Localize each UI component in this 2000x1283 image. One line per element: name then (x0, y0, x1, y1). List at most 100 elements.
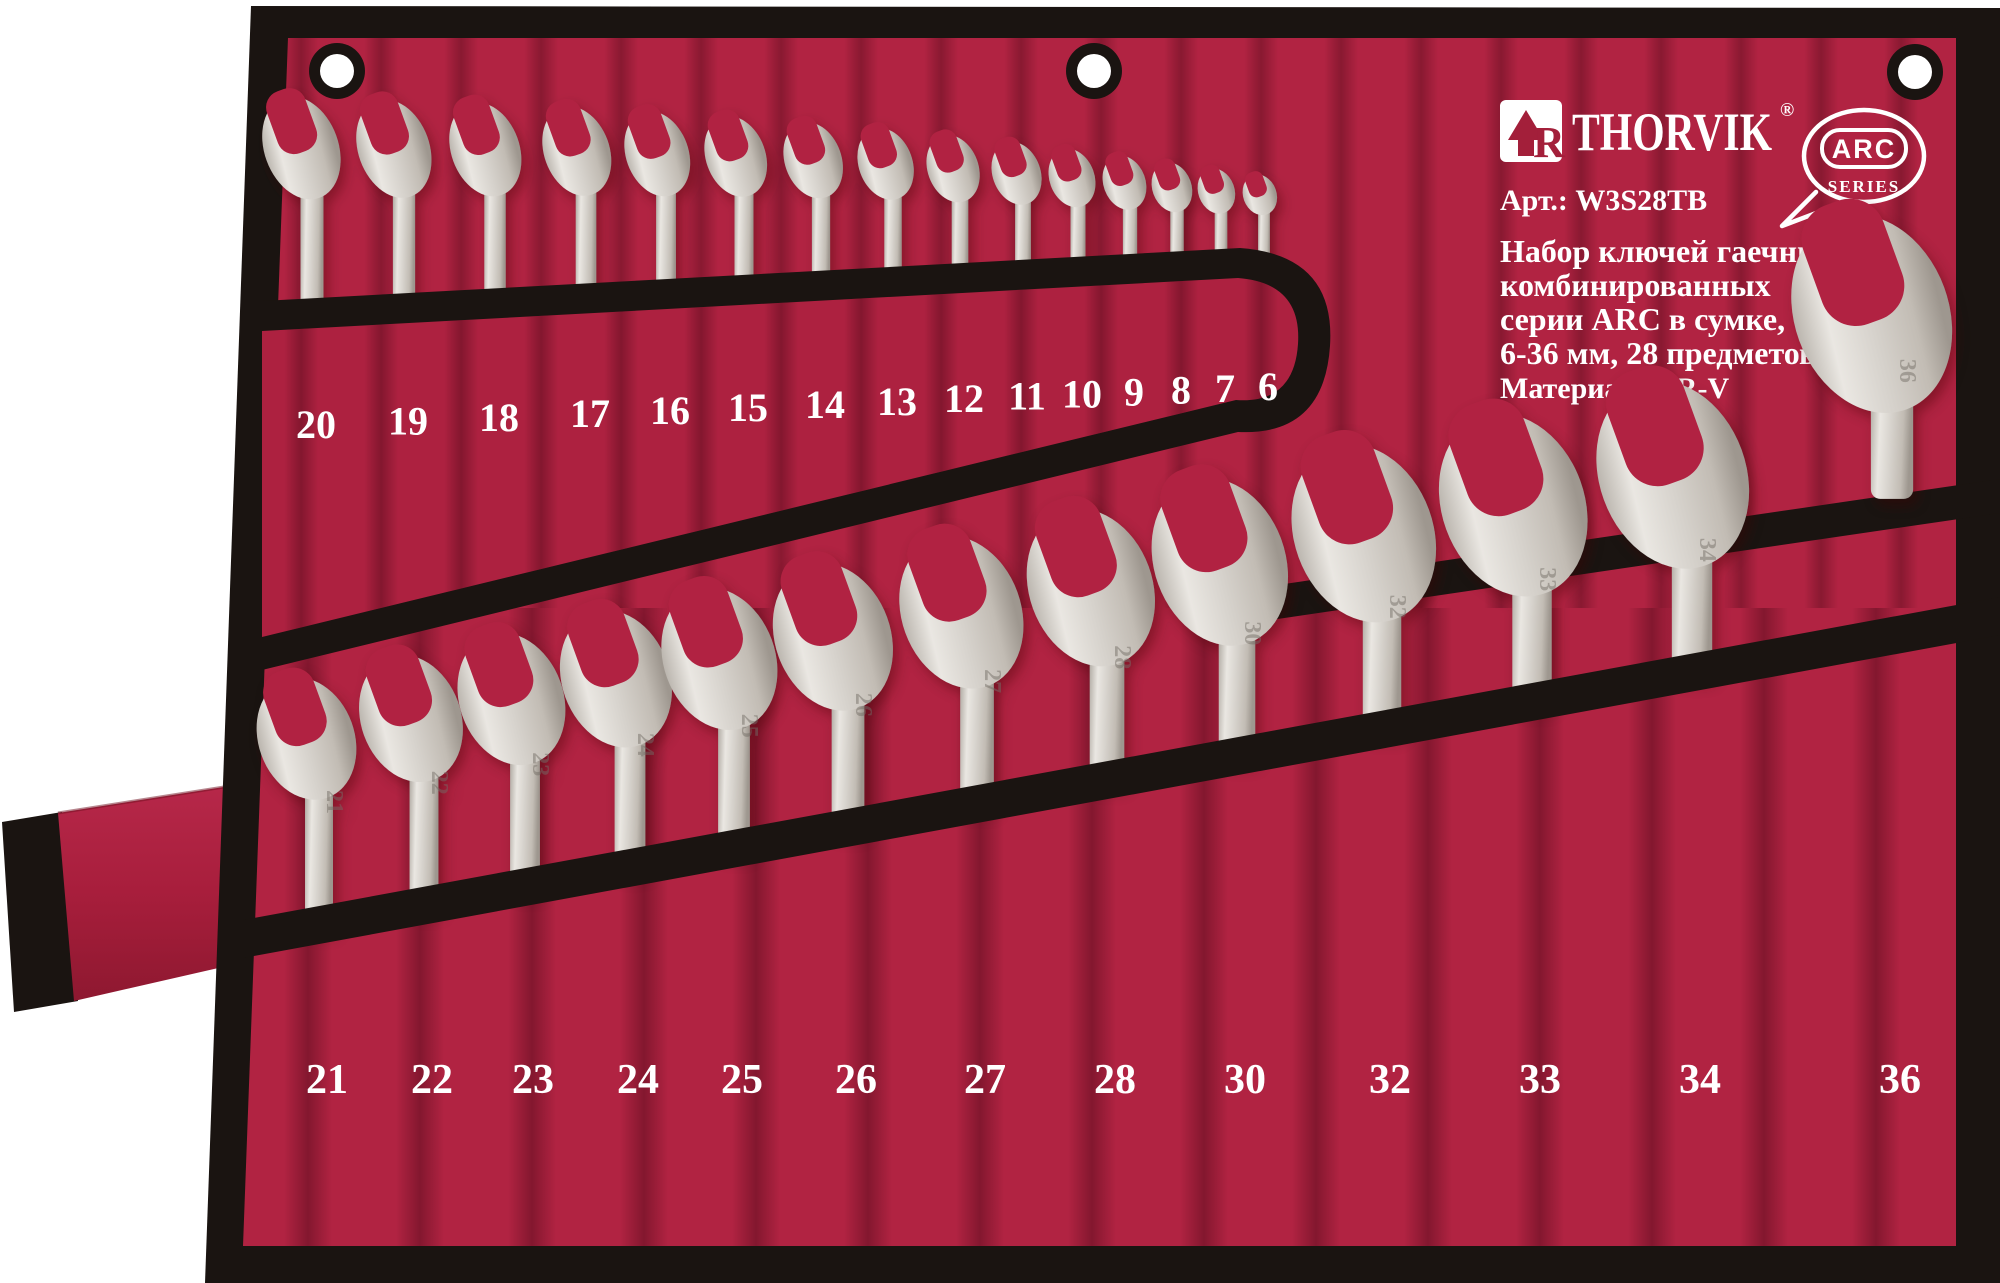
pocket-label-bottom-32: 32 (1369, 1057, 1411, 1103)
printed-header: R THORVIK ® ARC SERIES Арт.: W3S28TB Наб… (1500, 100, 1927, 405)
wrench-36: 36 (1791, 198, 1953, 499)
wrench-open-end-mouth (1154, 158, 1181, 191)
pocket-label-top-9: 9 (1124, 369, 1144, 414)
pocket-label-bottom-28: 28 (1094, 1057, 1136, 1103)
wrench-23: 23 (457, 622, 566, 893)
description-line-3: серии ARC в сумке, (1500, 301, 1785, 337)
wrench-open-end-mouth (1034, 495, 1117, 598)
strap-red-band (58, 781, 262, 1001)
large-wrenches-row: 21 22 23 24 25 26 27 28 30 32 33 34 36 (256, 198, 1953, 931)
wrench-open-end-mouth (860, 122, 898, 169)
pocket-label-top-20: 20 (296, 402, 336, 447)
top-pocket-size-labels: 20 19 18 17 16 15 14 13 12 11 10 9 8 7 6 (296, 364, 1278, 447)
wrench-32: 32 (1291, 430, 1437, 735)
wrench-open-end-mouth (359, 91, 409, 155)
pocket-label-top-8: 8 (1171, 368, 1191, 413)
pocket-label-bottom-22: 22 (411, 1057, 453, 1103)
wrench-open-end-mouth (263, 667, 327, 747)
wrench-18 (449, 94, 522, 327)
pocket-label-bottom-25: 25 (721, 1057, 763, 1103)
wrench-open-end-mouth (1160, 464, 1248, 573)
wrench-open-end-mouth (1606, 365, 1704, 487)
wrench-open-end-mouth (994, 136, 1027, 178)
stamped-size-24: 24 (632, 733, 658, 757)
pocket-label-top-6: 6 (1258, 364, 1278, 409)
logo-letter: R (1533, 118, 1566, 167)
stamped-size-28: 28 (1109, 645, 1135, 669)
badge-series-word: SERIES (1828, 177, 1900, 196)
wrench-open-end-mouth (464, 622, 534, 708)
wrench-open-end-mouth (786, 115, 826, 165)
stamped-size-33: 33 (1534, 567, 1560, 591)
brand-logo: R THORVIK ® (1500, 100, 1794, 167)
wrench-open-end-mouth (627, 104, 671, 159)
wrench-open-end-mouth (1300, 430, 1394, 545)
pocket-label-top-16: 16 (650, 388, 690, 433)
wrench-open-end-mouth (1105, 151, 1134, 187)
pocket-label-bottom-24: 24 (617, 1057, 659, 1103)
grommet-hole (1898, 55, 1932, 89)
bottom-pocket-size-labels: 21 22 23 24 25 26 27 28 30 32 33 34 36 (306, 1057, 1921, 1103)
stamped-size-26: 26 (850, 693, 876, 717)
stamped-size-30: 30 (1239, 621, 1265, 645)
wrench-open-end-mouth (1051, 143, 1082, 182)
pocket-label-bottom-26: 26 (835, 1057, 877, 1103)
wrench-open-end-mouth (1200, 164, 1225, 194)
description-line-2: комбинированных (1500, 267, 1771, 303)
wrench-open-end-mouth (365, 644, 433, 727)
wrench-24: 24 (559, 598, 672, 873)
stamped-size-32: 32 (1384, 595, 1410, 619)
wrench-34: 34 (1596, 365, 1750, 678)
lower-pocket-edge-trim (243, 597, 2000, 958)
wrench-21: 21 (256, 667, 357, 931)
wrench-open-end-mouth (266, 88, 318, 155)
wrench-open-end-mouth (780, 551, 858, 646)
stamped-size-21: 21 (321, 790, 347, 814)
registered-mark-icon: ® (1780, 100, 1794, 121)
wrench-open-end-mouth (929, 129, 964, 173)
brand-name: THORVIK (1572, 102, 1772, 162)
pocket-label-bottom-21: 21 (306, 1057, 348, 1103)
pocket-label-bottom-30: 30 (1224, 1057, 1266, 1103)
wrench-28: 28 (1026, 495, 1155, 786)
wrench-30: 30 (1151, 464, 1289, 762)
wrench-11 (991, 136, 1042, 298)
pocket-label-bottom-23: 23 (512, 1057, 554, 1103)
wrench-33: 33 (1438, 398, 1588, 708)
wrench-open-end-mouth (1448, 398, 1544, 517)
strap-black-tip (2, 812, 78, 1012)
stamped-size-27: 27 (979, 669, 1005, 693)
wrench-open-end-mouth (452, 94, 500, 156)
wrench-19 (356, 91, 432, 332)
wrench-open-end-mouth (567, 598, 639, 688)
grommets (309, 43, 1943, 100)
upper-panel-edge-trim (1250, 479, 2000, 623)
wrench-open-end-mouth (668, 575, 743, 668)
wrench-17 (542, 98, 612, 322)
wrench-open-end-mouth (907, 523, 987, 622)
description-line-1: Набор ключей гаечных (1500, 233, 1838, 269)
grommet-hole (1077, 54, 1111, 88)
stamped-size-23: 23 (527, 752, 553, 776)
pocket-label-top-10: 10 (1062, 372, 1102, 417)
pocket-label-bottom-36: 36 (1879, 1057, 1921, 1103)
badge-pill-outline (1820, 128, 1908, 169)
pocket-label-top-12: 12 (944, 376, 984, 421)
pocket-label-bottom-33: 33 (1519, 1057, 1561, 1103)
stamped-size-34: 34 (1694, 538, 1720, 562)
stamped-size-36: 36 (1894, 359, 1920, 383)
grommet-hole (320, 54, 354, 88)
wrench-25: 25 (661, 575, 778, 854)
pocket-label-bottom-34: 34 (1679, 1057, 1721, 1103)
sku-label: Арт.: W3S28TB (1500, 184, 1707, 217)
pocket-label-top-13: 13 (877, 379, 917, 424)
logo-arrow-icon (1508, 110, 1544, 156)
pocket-label-bottom-27: 27 (964, 1057, 1006, 1103)
wrench-12 (926, 129, 980, 302)
pocket-label-top-19: 19 (388, 398, 428, 443)
pocket-label-top-11: 11 (1008, 374, 1046, 419)
wrench-open-end-mouth (1801, 198, 1905, 327)
pocket-label-top-17: 17 (570, 391, 610, 436)
pocket-label-top-18: 18 (479, 395, 519, 440)
